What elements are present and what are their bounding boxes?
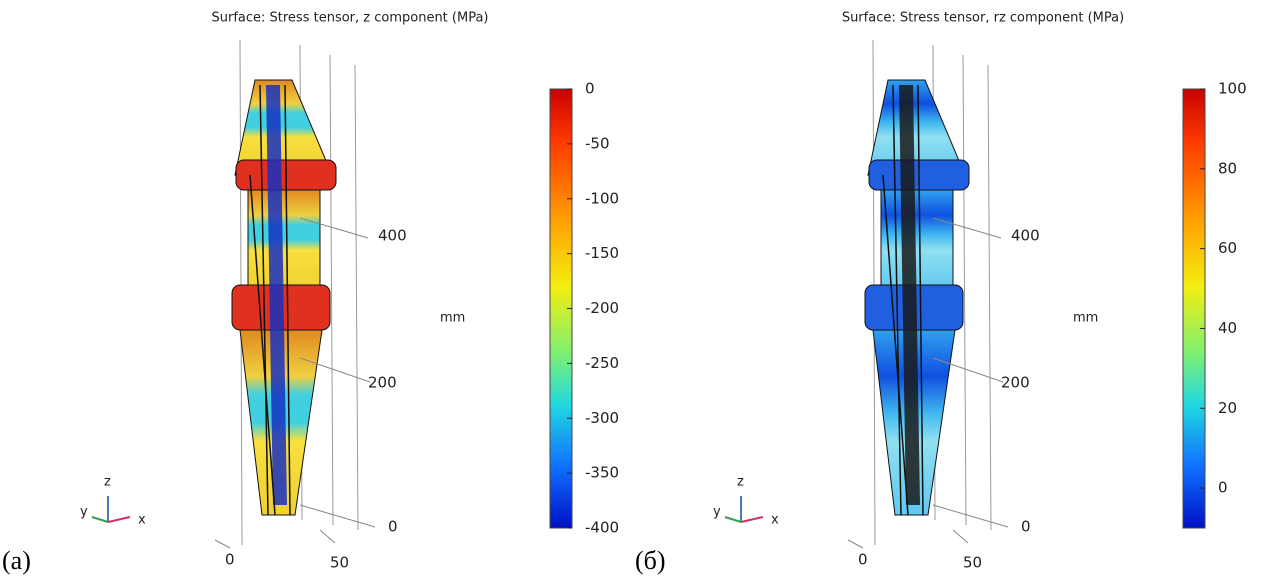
x-tick [214,539,231,549]
z-tick-label: 200 [368,374,397,392]
triad-x [107,516,131,523]
triad-label: y [80,505,88,520]
z-tick [932,357,1004,383]
box-line [987,64,992,531]
colorbar-tick-label: -100 [585,189,619,207]
panel-label: (б) [635,546,666,575]
body-stripe [266,85,287,505]
z-tick [932,217,1002,239]
edge [882,174,909,516]
panel-label: (a) [2,546,31,575]
z-tick-label: 0 [388,518,398,536]
triad-label: z [104,475,111,490]
box-line [329,54,334,526]
z-tick-label: 400 [1011,227,1040,245]
x-tick [319,529,336,544]
triad-x [740,516,764,523]
z-tick [932,504,1009,528]
colorbar-tick-label: -50 [585,134,610,152]
body-upper [880,189,954,291]
edge [917,84,924,516]
z-tick [299,357,371,383]
colorbar-tick-label: -150 [585,244,619,262]
panel: Surface: Stress tensor, z component (MPa… [2,11,619,575]
colorbar-tick-label: -250 [585,354,619,372]
triad-label: y [713,505,721,520]
colorbar-tick-label: -300 [585,409,619,427]
colorbar-tick-label: 0 [1218,479,1228,497]
x-tick [952,529,969,544]
colorbar-tick-label: -200 [585,299,619,317]
edge [249,174,276,516]
body-upper [247,189,321,291]
box-line [354,64,359,531]
x-tick-label: 50 [330,554,349,572]
colorbar-tick-label: 40 [1218,319,1237,337]
triad-y [724,516,742,523]
triad-label: x [138,513,146,528]
body-stripe [899,85,920,505]
colorbar-tick-label: 20 [1218,399,1237,417]
colorbar-tick-label: 0 [585,80,595,98]
z-tick-label: 200 [1001,374,1030,392]
colorbar [1182,88,1206,529]
z-tick [299,504,376,528]
edge [259,84,269,516]
panel-title: Surface: Stress tensor, z component (MPa… [211,11,488,26]
panel: Surface: Stress tensor, rz component (MP… [635,11,1247,575]
colorbar-tick-label: 60 [1218,239,1237,257]
colorbar-tick-label: 80 [1218,159,1237,177]
x-tick-label: 0 [225,551,235,569]
colorbar-tick-label: -400 [585,519,619,537]
z-tick-label: 400 [378,227,407,245]
edge [284,84,291,516]
triad-label: x [771,513,779,528]
x-tick-label: 0 [858,551,868,569]
x-tick [847,539,864,549]
x-tick-label: 50 [963,554,982,572]
triad-y [91,516,109,523]
z-tick-label: 0 [1021,518,1031,536]
colorbar-tick-label: -350 [585,464,619,482]
edge [892,84,902,516]
box-line [962,54,967,526]
z-tick [299,217,369,239]
triad-label: z [737,475,744,490]
panel-title: Surface: Stress tensor, rz component (MP… [842,11,1124,26]
axis-unit: mm [440,311,465,326]
colorbar-tick-label: 100 [1218,80,1247,98]
axis-unit: mm [1073,311,1098,326]
